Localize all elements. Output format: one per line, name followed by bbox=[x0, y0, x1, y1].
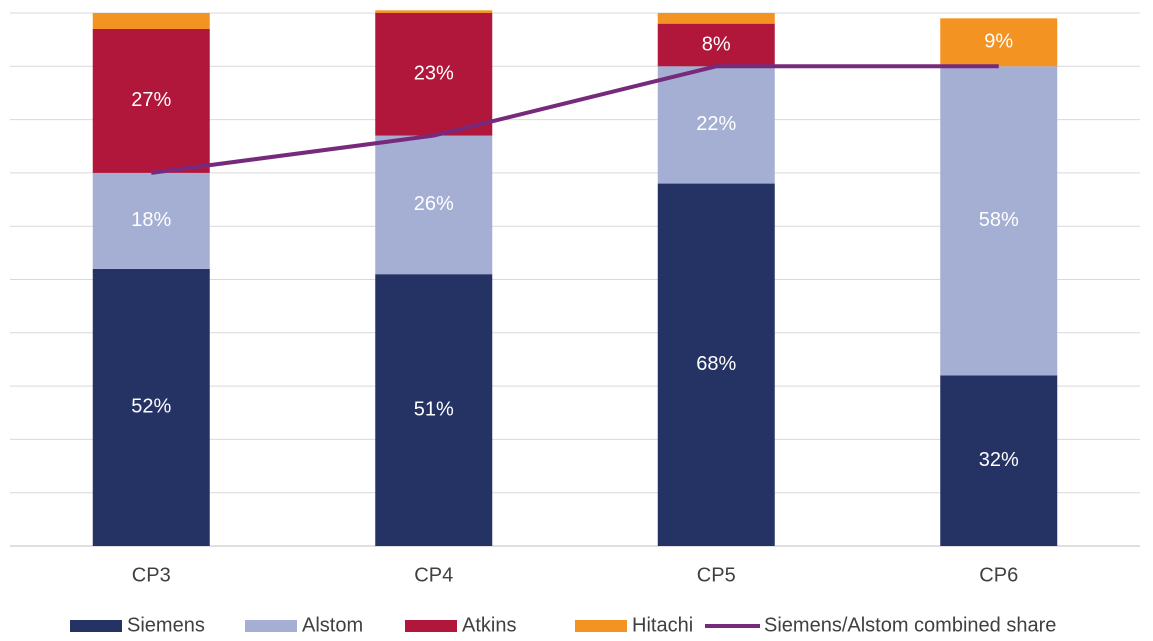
legend-label: Atkins bbox=[462, 614, 516, 636]
data-label: 58% bbox=[979, 209, 1019, 231]
bar-segment bbox=[940, 18, 1058, 67]
data-label: 26% bbox=[414, 193, 454, 215]
line-series bbox=[150, 64, 999, 175]
data-label: 52% bbox=[131, 396, 171, 418]
x-tick-label: CP4 bbox=[414, 564, 453, 586]
bar-segment bbox=[657, 23, 775, 67]
x-tick-label: CP6 bbox=[979, 564, 1018, 586]
x-tick-label: CP3 bbox=[132, 564, 171, 586]
data-label: 8% bbox=[702, 33, 731, 55]
bar-segment bbox=[92, 268, 210, 546]
bar-segment bbox=[657, 13, 775, 24]
legend-label: Alstom bbox=[302, 614, 363, 636]
data-label: 23% bbox=[414, 63, 454, 85]
x-tick-label: CP5 bbox=[697, 564, 736, 586]
data-label: 27% bbox=[131, 89, 171, 111]
data-label: 32% bbox=[979, 449, 1019, 471]
data-label: 9% bbox=[984, 31, 1013, 53]
bar-segment bbox=[375, 10, 493, 13]
bar-segment bbox=[92, 13, 210, 29]
legend-swatch bbox=[70, 620, 122, 632]
data-label: 18% bbox=[131, 209, 171, 231]
legend-swatch bbox=[575, 620, 627, 632]
bar-segment bbox=[92, 172, 210, 269]
bar-segment bbox=[940, 375, 1058, 546]
data-label: 51% bbox=[414, 398, 454, 420]
bar-segment bbox=[657, 183, 775, 546]
data-label: 22% bbox=[696, 113, 736, 135]
bar-segment bbox=[375, 135, 493, 275]
bar-segment bbox=[940, 66, 1058, 376]
bar-segment bbox=[375, 13, 493, 136]
legend-label: Siemens bbox=[127, 614, 205, 636]
legend-swatch bbox=[245, 620, 297, 632]
bar-segment bbox=[375, 274, 493, 546]
data-label: 68% bbox=[696, 353, 736, 375]
bar-segment bbox=[92, 28, 210, 173]
bar-segment bbox=[657, 66, 775, 184]
legend-label: Siemens/Alstom combined share bbox=[764, 614, 1056, 636]
legend-label: Hitachi bbox=[632, 614, 693, 636]
legend-swatch bbox=[405, 620, 457, 632]
